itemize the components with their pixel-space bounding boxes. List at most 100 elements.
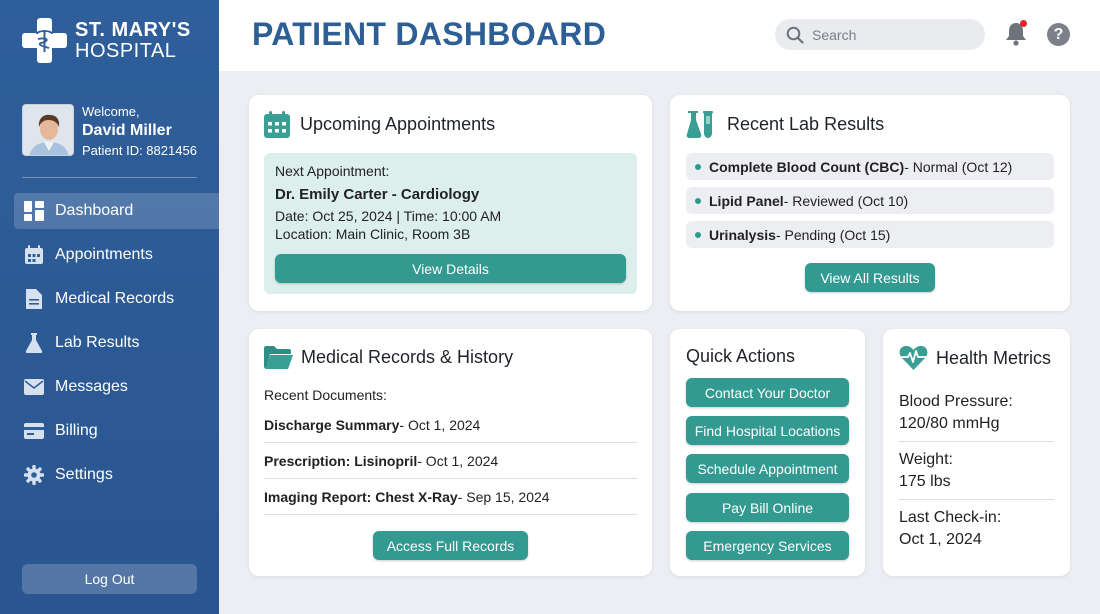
sidebar-item-dashboard[interactable]: Dashboard [14, 193, 219, 229]
card-title: Upcoming Appointments [300, 114, 496, 134]
medical-cross-icon [22, 18, 67, 63]
list-item[interactable]: Imaging Report: Chest X-Ray - Sep 15, 20… [264, 479, 637, 515]
calendar-icon [264, 111, 290, 138]
credit-card-icon [24, 421, 44, 441]
gear-icon [24, 465, 44, 485]
lab-test-name: Urinalysis [709, 226, 776, 243]
sidebar-item-label: Messages [55, 378, 128, 395]
emergency-services-button[interactable]: Emergency Services [686, 531, 849, 560]
sidebar-item-label: Appointments [55, 246, 153, 263]
sidebar-item-label: Lab Results [55, 334, 140, 351]
health-metrics-card: Health Metrics Blood Pressure: 120/80 mm… [883, 329, 1070, 576]
calendar-icon [24, 245, 44, 265]
metric-value: 175 lbs [899, 473, 951, 490]
metric-blood-pressure: Blood Pressure: 120/80 mmHg [899, 387, 1054, 442]
card-title: Quick Actions [686, 346, 796, 366]
lab-test-status: - Reviewed (Oct 10) [783, 192, 909, 209]
metric-value: 120/80 mmHg [899, 415, 1000, 432]
metric-label: Last Check-in: [899, 509, 1002, 526]
avatar [22, 104, 74, 156]
sidebar-item-label: Medical Records [55, 290, 175, 307]
flask-icon [24, 333, 44, 353]
sidebar-divider [22, 177, 197, 178]
logout-button[interactable]: Log Out [22, 564, 197, 594]
sidebar-item-label: Settings [55, 466, 113, 483]
recent-lab-results-card: Recent Lab Results Complete Blood Count … [670, 95, 1070, 311]
sidebar: ST. MARY'S HOSPITAL Welcome, David Mille… [0, 0, 219, 614]
metric-weight: Weight: 175 lbs [899, 442, 1054, 500]
search-input[interactable] [812, 26, 972, 43]
sidebar-item-medical-records[interactable]: Medical Records [14, 281, 219, 317]
notification-bell-icon[interactable] [1005, 20, 1027, 51]
list-item[interactable]: Prescription: Lisinopril - Oct 1, 2024 [264, 443, 637, 479]
contact-doctor-button[interactable]: Contact Your Doctor [686, 378, 849, 407]
sidebar-item-appointments[interactable]: Appointments [14, 237, 219, 273]
hospital-name-line1: ST. MARY'S [75, 18, 191, 41]
records-list: Discharge Summary - Oct 1, 2024 Prescrip… [264, 407, 637, 515]
dashboard-icon [24, 201, 44, 221]
user-profile: Welcome, David Miller Patient ID: 882145… [22, 104, 197, 158]
list-item[interactable]: Lipid Panel - Reviewed (Oct 10) [686, 187, 1054, 214]
appointment-doctor: Dr. Emily Carter - Cardiology [275, 186, 480, 203]
medical-records-card: Medical Records & History Recent Documen… [249, 329, 652, 576]
top-header: PATIENT DASHBOARD ? [219, 0, 1100, 71]
appointment-datetime: Date: Oct 25, 2024 | Time: 10:00 AM [275, 208, 502, 224]
search-bar[interactable] [775, 19, 985, 50]
sidebar-item-settings[interactable]: Settings [14, 457, 219, 493]
lab-test-name: Lipid Panel [709, 192, 784, 209]
appointment-location: Location: Main Clinic, Room 3B [275, 226, 471, 242]
find-locations-button[interactable]: Find Hospital Locations [686, 416, 849, 445]
next-appointment-box: Next Appointment: Dr. Emily Carter - Car… [264, 153, 637, 294]
page-title: PATIENT DASHBOARD [252, 16, 607, 52]
document-icon [24, 289, 44, 309]
sidebar-item-billing[interactable]: Billing [14, 413, 219, 449]
welcome-text: Welcome, [82, 104, 140, 119]
card-title: Recent Lab Results [727, 114, 885, 134]
document-name: Imaging Report: Chest X-Ray [264, 488, 458, 505]
access-full-records-button[interactable]: Access Full Records [373, 531, 528, 560]
sidebar-item-label: Dashboard [55, 202, 134, 219]
folder-icon [264, 346, 293, 369]
bullet-dot [695, 231, 701, 238]
lab-results-list: Complete Blood Count (CBC) - Normal (Oct… [686, 153, 1054, 255]
quick-actions-card: Quick Actions Contact Your Doctor Find H… [670, 329, 865, 576]
lab-test-name: Complete Blood Count (CBC) [709, 158, 905, 175]
pay-bill-button[interactable]: Pay Bill Online [686, 493, 849, 522]
metric-label: Weight: [899, 451, 953, 468]
document-name: Prescription: Lisinopril [264, 452, 418, 469]
metric-label: Blood Pressure: [899, 393, 1013, 410]
list-item[interactable]: Complete Blood Count (CBC) - Normal (Oct… [686, 153, 1054, 180]
document-name: Discharge Summary [264, 416, 400, 433]
schedule-appointment-button[interactable]: Schedule Appointment [686, 454, 849, 483]
metrics-list: Blood Pressure: 120/80 mmHg Weight: 175 … [899, 387, 1054, 557]
metric-last-checkin: Last Check-in: Oct 1, 2024 [899, 500, 1054, 557]
document-date: - Oct 1, 2024 [399, 416, 481, 433]
search-icon [786, 26, 804, 44]
bullet-dot [695, 163, 701, 170]
card-title: Medical Records & History [301, 347, 514, 367]
user-name: David Miller [82, 122, 172, 139]
view-all-results-button[interactable]: View All Results [805, 263, 935, 292]
upcoming-appointments-card: Upcoming Appointments Next Appointment: … [249, 95, 652, 311]
heart-pulse-icon [899, 345, 928, 370]
hospital-logo[interactable]: ST. MARY'S HOSPITAL [22, 18, 191, 63]
envelope-icon [24, 377, 44, 397]
hospital-name-line2: HOSPITAL [75, 39, 177, 62]
sidebar-item-messages[interactable]: Messages [14, 369, 219, 405]
bullet-dot [695, 197, 701, 204]
recent-documents-label: Recent Documents: [264, 387, 387, 403]
notification-dot [1020, 20, 1027, 27]
list-item[interactable]: Urinalysis - Pending (Oct 15) [686, 221, 1054, 248]
list-item[interactable]: Discharge Summary - Oct 1, 2024 [264, 407, 637, 443]
sidebar-item-lab-results[interactable]: Lab Results [14, 325, 219, 361]
card-title: Health Metrics [936, 347, 1052, 368]
sidebar-item-label: Billing [55, 422, 98, 439]
document-date: - Oct 1, 2024 [417, 452, 499, 469]
lab-test-status: - Normal (Oct 12) [904, 158, 1013, 175]
patient-id: Patient ID: 8821456 [82, 143, 197, 158]
help-icon[interactable]: ? [1047, 23, 1070, 46]
view-details-button[interactable]: View Details [275, 254, 626, 283]
next-appointment-label: Next Appointment: [275, 163, 390, 179]
sidebar-nav: Dashboard Appointments Medical Records L… [14, 193, 219, 501]
test-tubes-icon [686, 111, 713, 138]
